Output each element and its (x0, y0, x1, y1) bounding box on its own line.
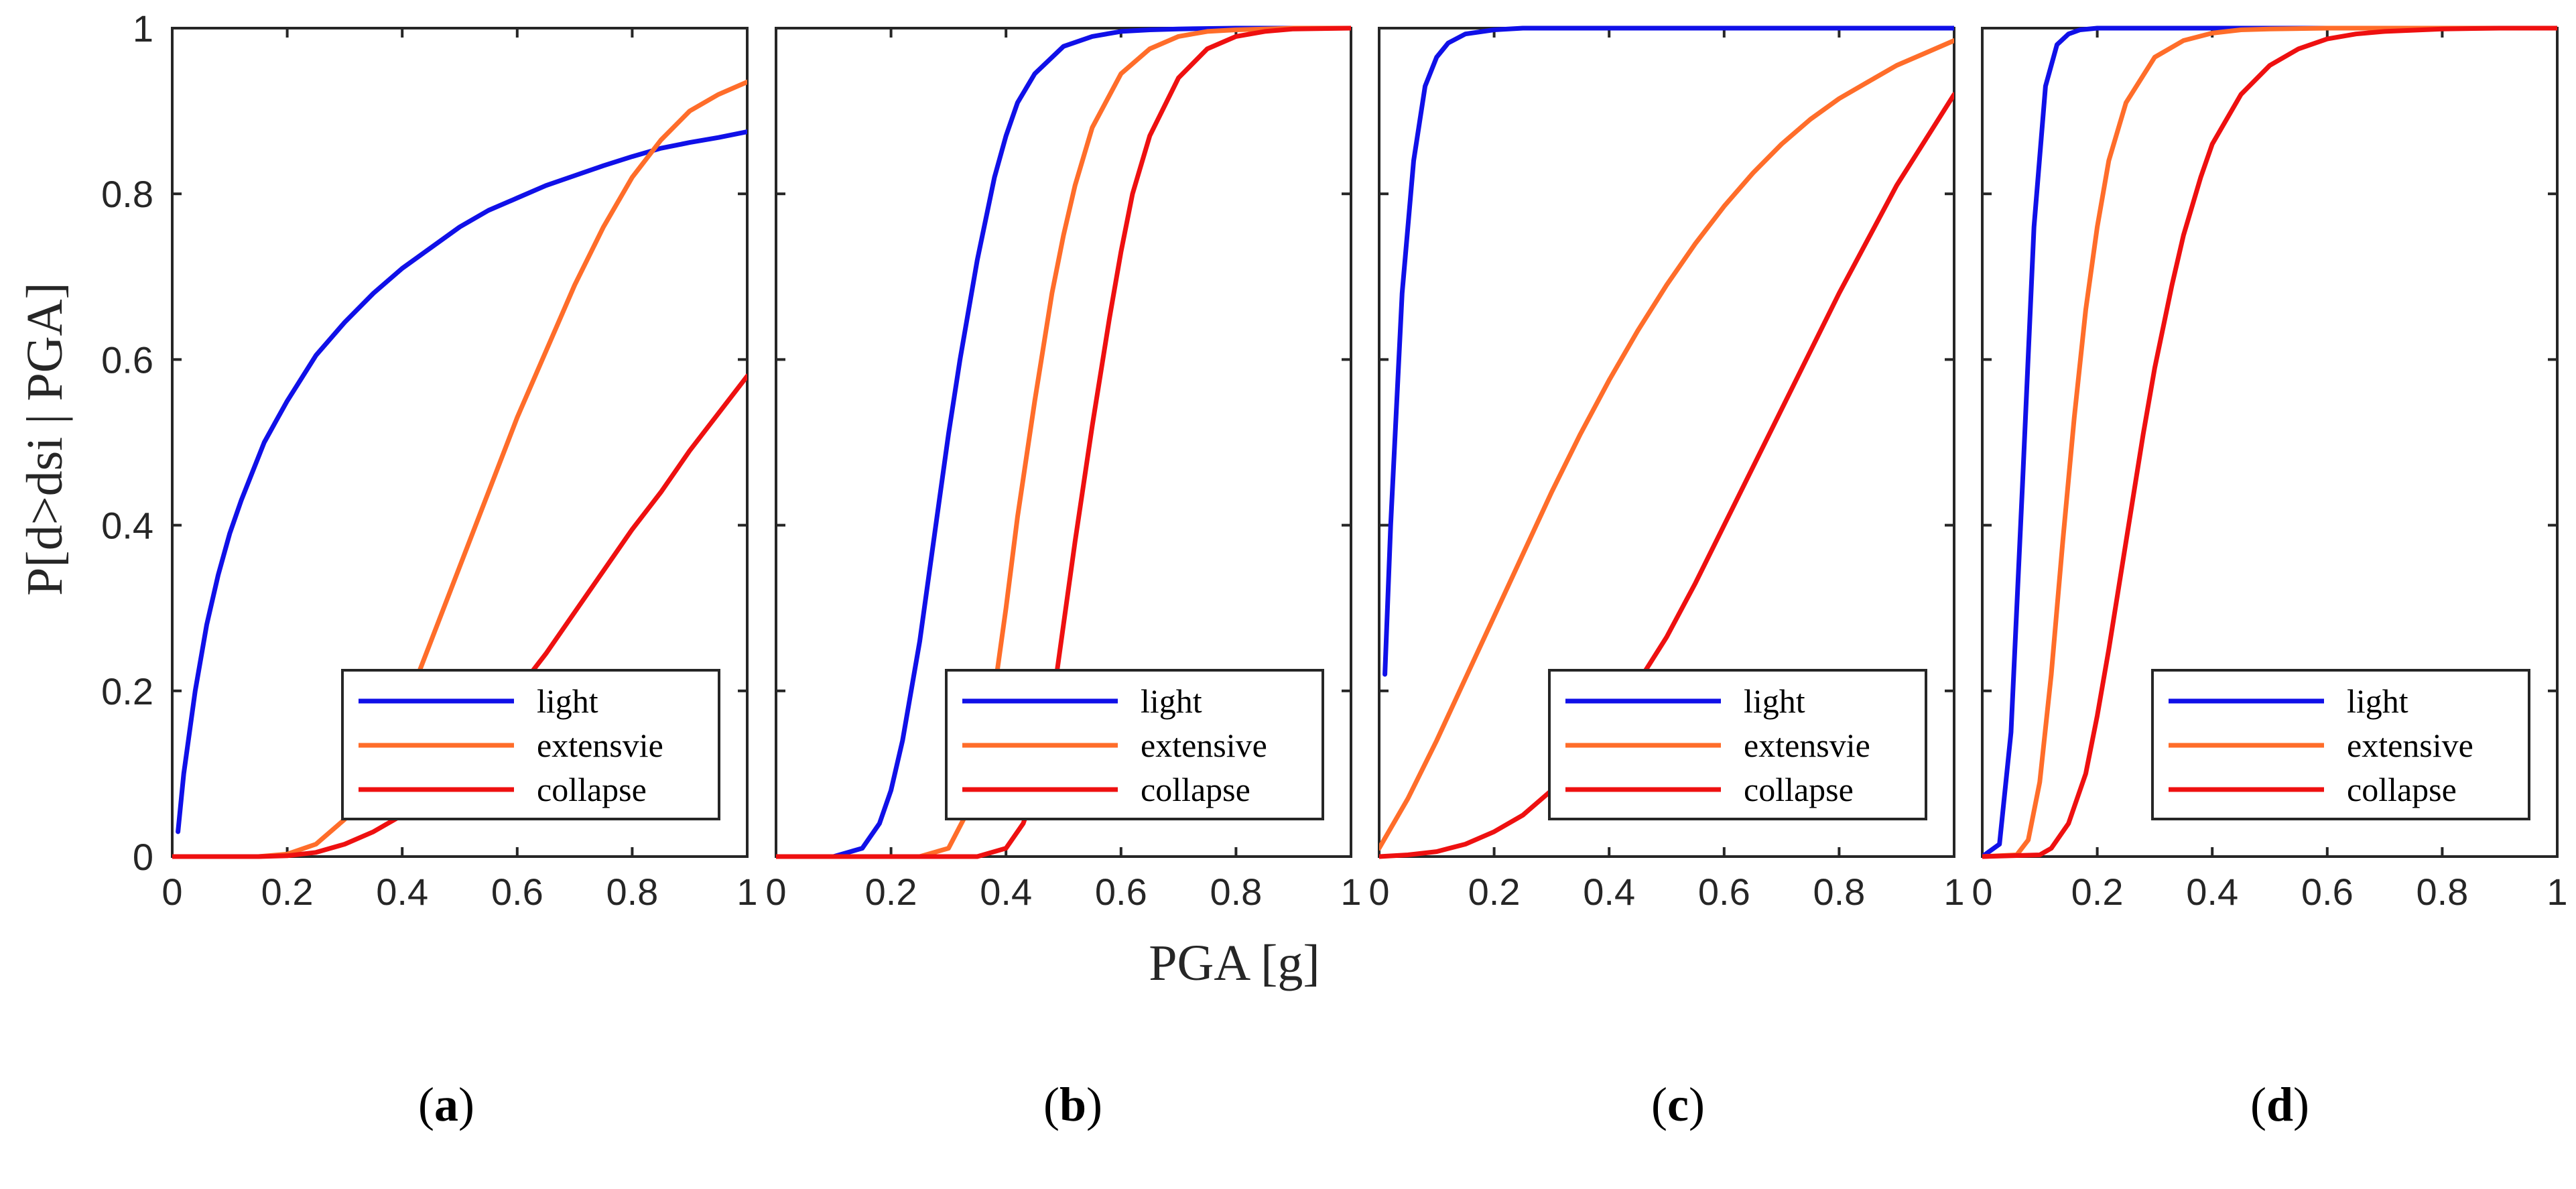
x-tick-label: 0.4 (376, 871, 428, 913)
legend-label-extensvie: extensvie (537, 727, 663, 764)
y-axis-title: P[d>dsi | PGA] (17, 282, 73, 596)
x-tick-label: 1 (736, 871, 757, 913)
panel-label-c: (c) (1651, 1078, 1705, 1131)
x-tick-label: 0.4 (980, 871, 1032, 913)
x-tick-label: 0.8 (1813, 871, 1865, 913)
x-tick-label: 0 (1368, 871, 1389, 913)
panel-c: 0 0.2 0.4 0.6 0.8 1 light extensvie collapse (1368, 25, 1965, 913)
x-tick-label: 0.8 (1210, 871, 1262, 913)
legend-label-collapse: collapse (2347, 771, 2457, 808)
legend-label-collapse: collapse (1141, 771, 1250, 808)
x-tick-label: 1 (1943, 871, 1964, 913)
series-extensvie-line (172, 79, 747, 859)
panel-label-b: (b) (1043, 1078, 1102, 1131)
y-tick-label: 0.6 (101, 338, 153, 381)
legend-label-light: light (1141, 682, 1202, 720)
panels-layer: 0 0.2 0.4 0.6 0.8 100.20.40.60.81lightextensv… (101, 7, 2567, 1131)
x-tick-label: 0.2 (261, 871, 314, 913)
x-tick-label: 0.2 (1468, 871, 1521, 913)
x-tick-label: 0.8 (606, 871, 658, 913)
series-extensvie-line (1379, 38, 1954, 851)
panel-d: 0 0.2 0.4 0.6 0.8 1 light extensive collapse (1972, 25, 2568, 913)
legend-label-light: light (2347, 682, 2408, 720)
x-tick-label: 0 (162, 871, 182, 913)
series-collapse-line (776, 25, 1351, 859)
x-tick-label: 0.6 (2301, 871, 2354, 913)
panel-label-d: (d) (2250, 1078, 2309, 1131)
x-tick-label: 0.6 (1095, 871, 1147, 913)
axes-box (171, 27, 749, 858)
x-tick-label: 1 (1340, 871, 1361, 913)
x-tick-label: 0.6 (491, 871, 543, 913)
y-tick-label: 0 (133, 836, 153, 878)
series-extensive-line (1982, 25, 2557, 859)
panel-b: 0 0.2 0.4 0.6 0.8 1 light extensive collapse (765, 25, 1362, 913)
x-tick-label: 0.4 (1583, 871, 1635, 913)
series-light-line (1382, 25, 1954, 677)
x-tick-label: 1 (2547, 871, 2567, 913)
y-tick-label: 0.4 (101, 505, 153, 547)
y-tick-label: 0.8 (101, 173, 153, 215)
legend-label-collapse: collapse (1744, 771, 1854, 808)
legend-label-extensive: extensive (1141, 727, 1267, 764)
series-light-line (776, 25, 1351, 859)
x-tick-label: 0 (765, 871, 786, 913)
y-tick-label: 0.2 (101, 670, 153, 712)
x-tick-label: 0.8 (2416, 871, 2468, 913)
panel-a: 0 0.2 0.4 0.6 0.8 1 0 0.2 0.4 0.6 0.8 1 light extensv… (101, 7, 757, 913)
series-collapse-line (1982, 25, 2557, 859)
series-light-line (176, 129, 747, 834)
x-tick-label: 0.4 (2186, 871, 2238, 913)
y-tick-label: 1 (133, 7, 153, 50)
legend-label-extensvie: extensvie (1744, 727, 1870, 764)
axes-box (775, 27, 1352, 858)
series-collapse-line (1379, 92, 1954, 859)
legend-label-light: light (1744, 682, 1805, 720)
legend-label-light: light (537, 682, 598, 720)
legend-label-extensive: extensive (2347, 727, 2473, 764)
x-tick-label: 0.2 (2071, 871, 2124, 913)
panel-label-a: (a) (418, 1078, 474, 1131)
x-tick-label: 0 (1972, 871, 1992, 913)
x-axis-title: PGA [g] (1149, 935, 1319, 991)
x-tick-label: 0.6 (1698, 871, 1750, 913)
legend-label-collapse: collapse (537, 771, 647, 808)
x-tick-label: 0.2 (865, 871, 917, 913)
